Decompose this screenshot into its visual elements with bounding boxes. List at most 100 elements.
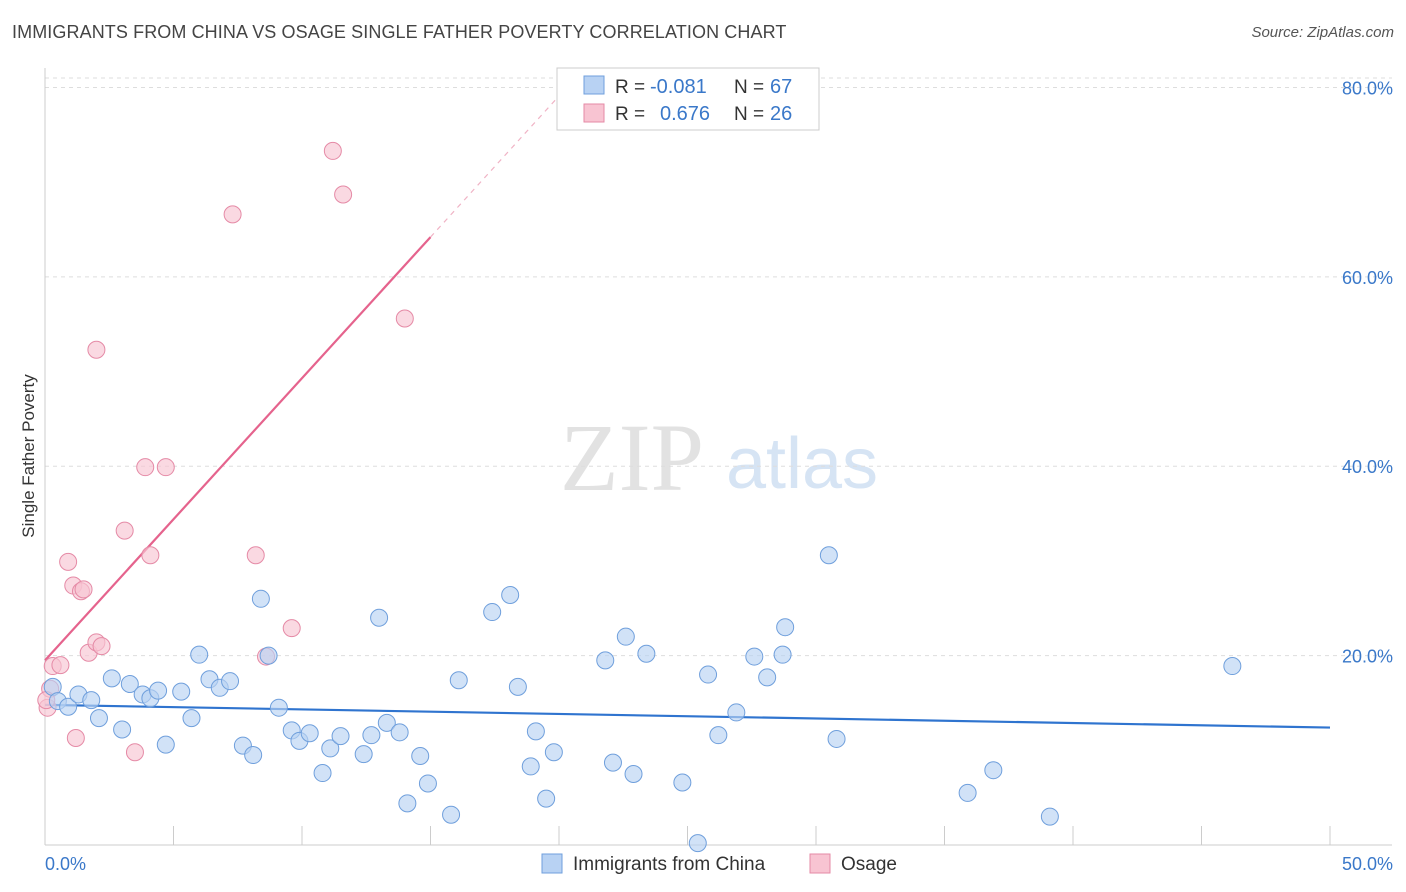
trend-line-china xyxy=(44,703,1331,729)
watermark-zip: ZIP xyxy=(560,404,704,511)
china-point xyxy=(59,697,78,716)
china-point xyxy=(637,644,656,663)
china-point xyxy=(244,746,263,765)
osage-point xyxy=(59,552,78,571)
osage-point xyxy=(334,185,353,204)
china-point xyxy=(773,645,792,664)
x-tick-label: 50.0% xyxy=(1342,854,1393,874)
china-point xyxy=(984,761,1003,780)
china-point xyxy=(709,726,728,745)
china-point xyxy=(758,668,777,687)
stats-n-label-china: N = xyxy=(734,77,764,98)
y-tick-label: 60.0% xyxy=(1342,268,1393,288)
osage-point xyxy=(323,141,342,160)
china-point xyxy=(1223,657,1242,676)
china-point xyxy=(89,709,108,728)
osage-point xyxy=(51,656,70,675)
china-point xyxy=(616,627,635,646)
china-point xyxy=(113,720,132,739)
china-point xyxy=(411,746,430,765)
grid xyxy=(45,77,1392,657)
stats-n-value-china: 67 xyxy=(770,76,792,98)
china-point xyxy=(958,783,977,802)
china-point xyxy=(521,757,540,776)
china-point xyxy=(182,709,201,728)
china-point xyxy=(259,646,278,665)
china-point xyxy=(313,764,332,783)
china-point xyxy=(544,743,563,762)
china-point xyxy=(442,805,461,824)
china-point xyxy=(596,651,615,670)
x-tick-label: 0.0% xyxy=(45,854,86,874)
china-point xyxy=(390,723,409,742)
osage-point xyxy=(136,458,155,477)
china-point xyxy=(321,739,340,758)
china-point xyxy=(508,677,527,696)
china-point xyxy=(727,703,746,722)
china-point xyxy=(603,753,622,772)
china-point xyxy=(221,672,240,691)
osage-point xyxy=(156,458,175,477)
china-point xyxy=(331,727,350,746)
china-point xyxy=(82,691,101,710)
china-point xyxy=(354,745,373,764)
china-point xyxy=(190,645,209,664)
china-point xyxy=(624,764,643,783)
watermark-atlas: atlas xyxy=(726,424,878,504)
china-point xyxy=(1040,807,1059,826)
china-point xyxy=(362,726,381,745)
osage-point xyxy=(282,619,301,638)
trend-line-osage-extension xyxy=(430,95,560,238)
osage-point xyxy=(115,521,134,540)
stats-r-value-china: -0.081 xyxy=(650,76,707,98)
stats-r-label-osage: R = xyxy=(615,104,645,125)
osage-point xyxy=(246,546,265,565)
china-point xyxy=(149,681,168,700)
legend-label-osage: Osage xyxy=(841,854,897,875)
y-tick-label: 40.0% xyxy=(1342,457,1393,477)
china-point xyxy=(370,608,389,627)
china-point xyxy=(269,698,288,717)
china-point xyxy=(776,618,795,637)
legend-swatch-osage xyxy=(809,853,831,874)
source-label: Source: ZipAtlas.com xyxy=(1251,24,1394,41)
osage-point xyxy=(87,340,106,359)
stats-n-value-osage: 26 xyxy=(770,103,792,125)
china-point xyxy=(418,774,437,793)
china-point xyxy=(537,789,556,808)
china-point xyxy=(398,794,417,813)
china-point xyxy=(699,665,718,684)
stats-r-value-osage: 0.676 xyxy=(660,103,710,125)
china-point xyxy=(251,589,270,608)
osage-point xyxy=(66,728,85,747)
trend-lines xyxy=(44,95,1331,729)
stats-legend-swatch-osage xyxy=(583,103,605,123)
trend-line-osage xyxy=(44,236,432,662)
y-axis-label: Single Father Poverty xyxy=(19,374,38,538)
legend-label-china: Immigrants from China xyxy=(573,854,766,875)
china-point xyxy=(745,647,764,666)
axes: 20.0% 40.0% 60.0% 80.0% 0.0% 50.0% xyxy=(44,68,1393,874)
china-point xyxy=(501,586,520,605)
stats-legend: R = -0.081 N = 67 R = 0.676 N = 26 xyxy=(556,67,820,131)
osage-point xyxy=(395,309,414,328)
series-legend: Immigrants from China Osage xyxy=(541,853,897,875)
china-point xyxy=(688,834,707,853)
china-point xyxy=(526,722,545,741)
china-point xyxy=(483,603,502,622)
osage-point xyxy=(92,637,111,656)
osage-point xyxy=(125,743,144,762)
y-tick-label: 80.0% xyxy=(1342,78,1393,98)
china-point xyxy=(819,546,838,565)
china-point xyxy=(377,713,396,732)
osage-point xyxy=(74,580,93,599)
china-point xyxy=(673,773,692,792)
stats-legend-swatch-china xyxy=(583,75,605,95)
stats-n-label-osage: N = xyxy=(734,104,764,125)
osage-point xyxy=(141,546,160,565)
stats-r-label-china: R = xyxy=(615,77,645,98)
chart-title: IMMIGRANTS FROM CHINA VS OSAGE SINGLE FA… xyxy=(12,22,787,42)
data-points xyxy=(37,141,1242,853)
china-point xyxy=(156,735,175,754)
